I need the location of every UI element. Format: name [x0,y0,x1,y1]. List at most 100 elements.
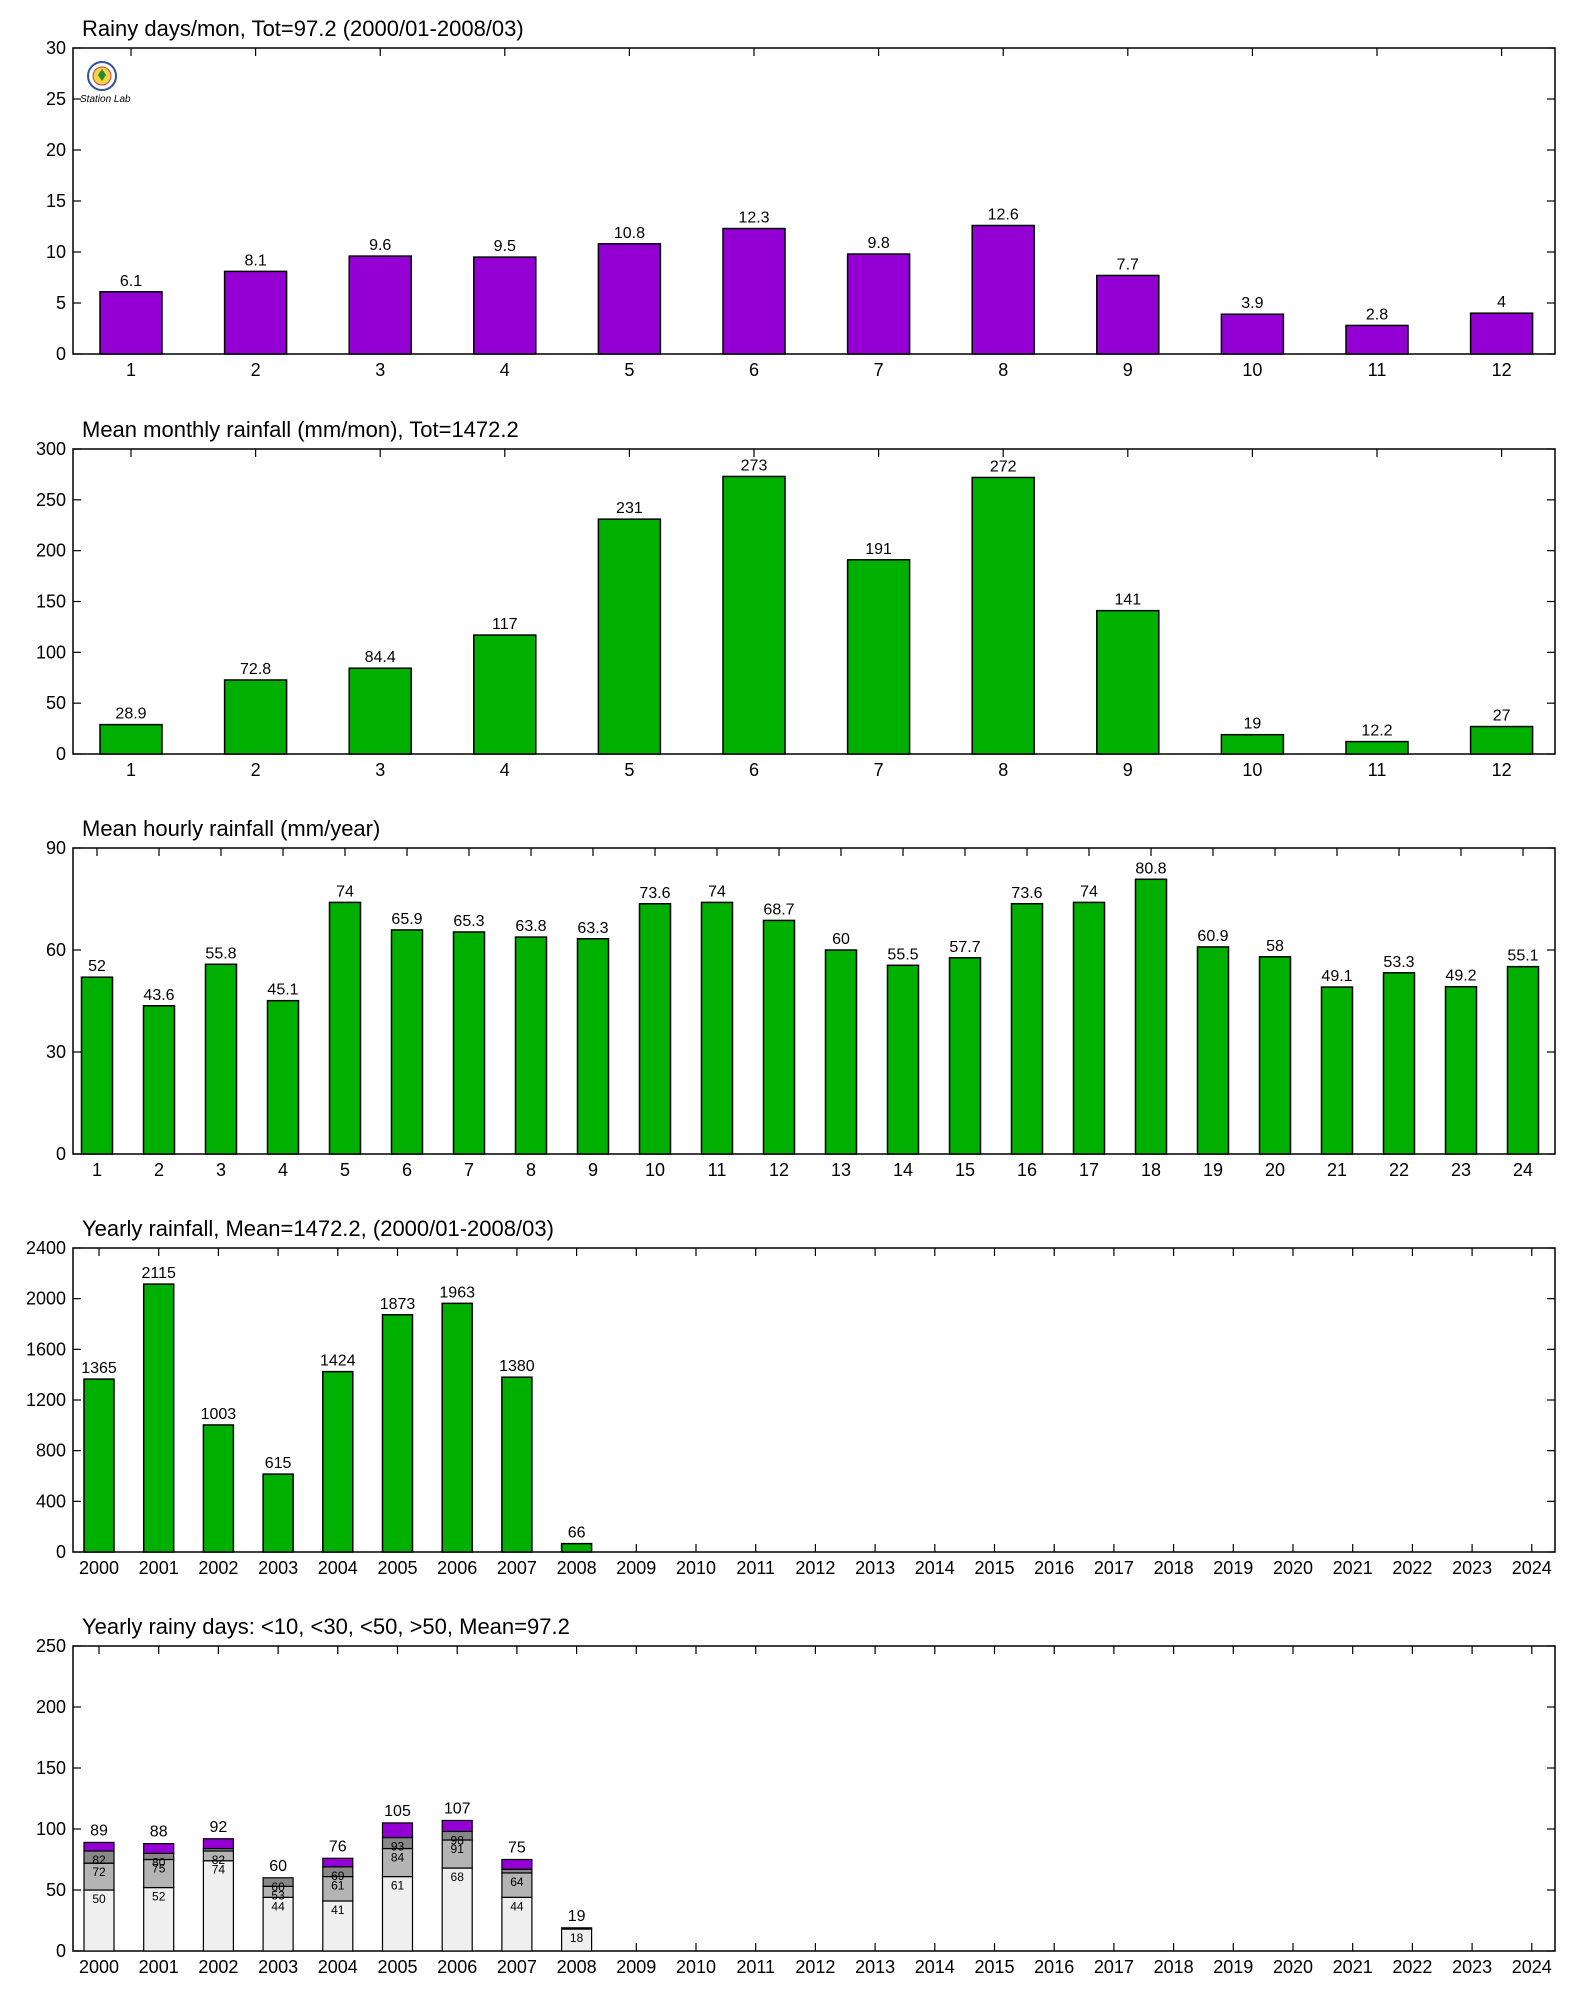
x-tick-label: 12 [1492,360,1512,380]
bar [971,224,1035,355]
y-tick-label: 50 [46,1880,66,1900]
segment-value-label: 18 [570,1931,584,1945]
x-tick-label: 2016 [1034,1558,1074,1578]
bar [700,901,734,1155]
x-tick-label: 2018 [1154,1957,1194,1977]
bar [948,957,982,1155]
y-tick-label: 300 [36,439,66,459]
x-tick-label: 7 [464,1160,474,1180]
x-tick-label: 2019 [1213,1957,1253,1977]
x-tick-label: 2012 [795,1957,835,1977]
y-tick-label: 90 [46,838,66,858]
bar-value-label: 74 [708,883,726,900]
logo-leaf-icon [98,69,106,81]
x-tick-label: 2009 [616,1558,656,1578]
bar [762,919,796,1155]
y-tick-label: 0 [56,1144,66,1164]
bar-value-label: 9.6 [369,237,391,254]
x-tick-label: 2002 [198,1558,238,1578]
stacked-segment [441,1867,473,1952]
bar [142,1283,175,1553]
x-tick-label: 2006 [437,1957,477,1977]
bar-value-label: 49.1 [1321,968,1352,985]
x-tick-label: 2013 [855,1957,895,1977]
bar-value-label: 141 [1114,592,1141,609]
bar-value-label: 9.8 [867,235,889,252]
bar [1258,956,1292,1155]
x-tick-label: 2001 [139,1957,179,1977]
bar-value-label: 63.8 [515,918,546,935]
bar [824,949,858,1155]
y-tick-label: 1200 [26,1390,66,1410]
bar-total-label: 105 [384,1803,411,1820]
x-tick-label: 4 [500,760,510,780]
y-tick-label: 100 [36,642,66,662]
bar-value-label: 7.7 [1117,256,1139,273]
bar-value-label: 52 [88,958,106,975]
bar [142,1005,176,1155]
bar-value-label: 72.8 [240,661,271,678]
x-tick-label: 2009 [616,1957,656,1977]
bar [722,227,786,355]
bar [223,679,288,755]
bar-value-label: 55.1 [1507,948,1538,965]
bar-value-label: 12.3 [738,210,769,227]
bar [441,1302,473,1553]
x-tick-label: 2014 [915,1558,955,1578]
x-tick-label: 23 [1451,1160,1471,1180]
stacked-segment [322,1857,354,1868]
chart-title: Mean monthly rainfall (mm/mon), Tot=1472… [82,417,519,442]
x-tick-label: 2023 [1452,1957,1492,1977]
y-tick-label: 2000 [26,1289,66,1309]
y-tick-label: 200 [36,1697,66,1717]
segment-value-label: 74 [212,1863,226,1877]
bar-value-label: 58 [1266,938,1284,955]
bar [1345,324,1409,355]
y-tick-label: 250 [36,490,66,510]
x-tick-label: 2000 [79,1558,119,1578]
bar-value-label: 84.4 [365,649,396,666]
x-tick-label: 2010 [676,1957,716,1977]
x-tick-label: 2002 [198,1957,238,1977]
bar-value-label: 12.6 [988,206,1019,223]
station-lab-logo: Station Lab [80,61,131,105]
bar-value-label: 28.9 [115,706,146,723]
y-tick-label: 200 [36,541,66,561]
bar-value-label: 1873 [380,1296,416,1313]
bar [348,255,412,355]
bar-value-label: 57.7 [949,939,980,956]
x-tick-label: 11 [1368,360,1387,380]
x-tick-label: 2004 [318,1957,358,1977]
bar-value-label: 6.1 [120,273,142,290]
y-tick-label: 150 [36,592,66,612]
y-tick-label: 0 [56,344,66,364]
y-tick-label: 250 [36,1636,66,1656]
bar-value-label: 12.2 [1361,723,1392,740]
bar [501,1376,533,1553]
x-tick-label: 12 [1492,760,1512,780]
x-tick-label: 2015 [974,1957,1014,1977]
y-tick-label: 60 [46,940,66,960]
segment-value-label: 41 [331,1903,345,1917]
bar-total-label: 60 [269,1858,287,1875]
bar [1196,946,1230,1155]
chart-title: Mean hourly rainfall (mm/year) [82,816,380,841]
segment-value-label: 80 [152,1855,166,1869]
chart-panel-4: Yearly rainfall, Mean=1472.2, (2000/01-2… [26,1216,1556,1578]
stacked-segment [501,1872,533,1898]
segment-value-label: 50 [92,1892,106,1906]
x-tick-label: 2015 [974,1558,1014,1578]
bar-value-label: 65.3 [453,913,484,930]
segment-value-label: 44 [271,1899,285,1913]
bar-value-label: 74 [336,883,354,900]
x-tick-label: 9 [1123,760,1133,780]
bar-total-label: 76 [329,1838,347,1855]
logo-text: Station Lab [80,94,131,105]
bar-value-label: 60.9 [1197,928,1228,945]
bar-value-label: 66 [568,1525,586,1542]
chart-title: Rainy days/mon, Tot=97.2 (2000/01-2008/0… [82,16,524,41]
x-tick-label: 2023 [1452,1558,1492,1578]
x-tick-label: 2017 [1094,1957,1134,1977]
x-tick-label: 2022 [1392,1957,1432,1977]
